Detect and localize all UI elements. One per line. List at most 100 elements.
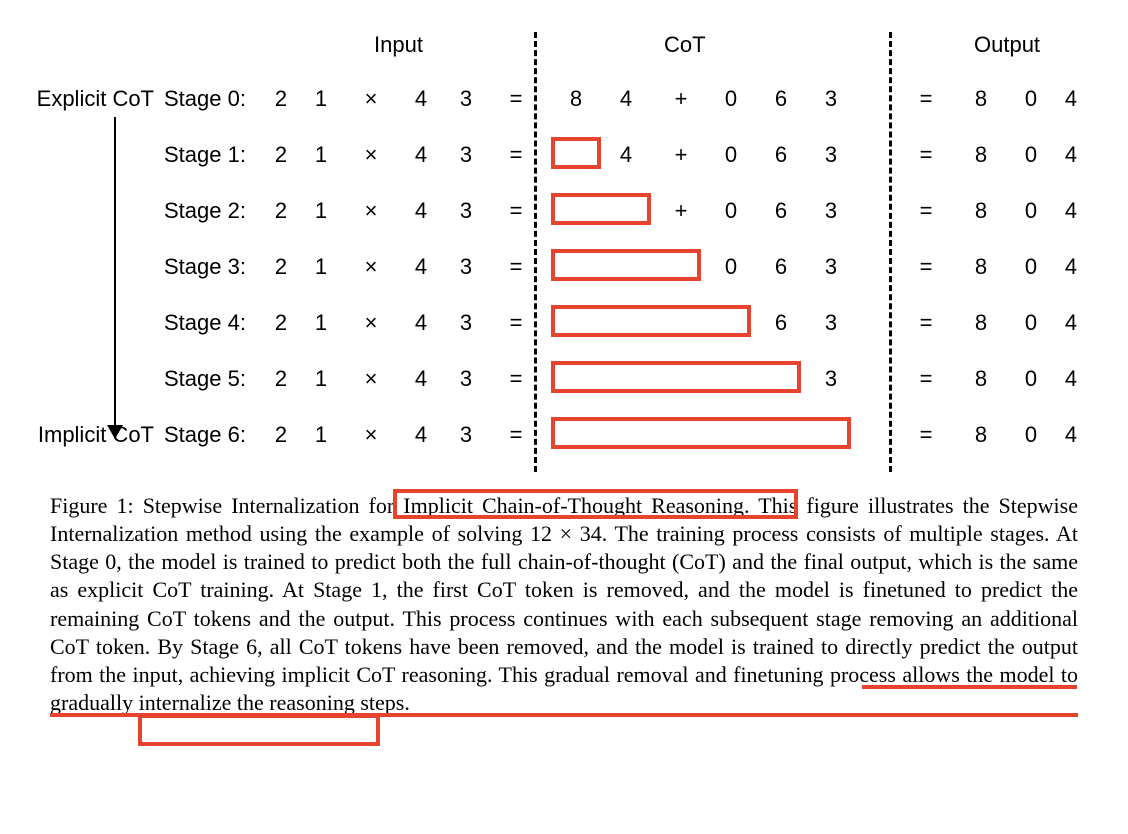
output-token: = xyxy=(909,422,943,448)
output-token: 8 xyxy=(964,254,998,280)
input-token: 2 xyxy=(264,310,298,336)
input-token: 1 xyxy=(304,366,338,392)
input-token: 3 xyxy=(449,142,483,168)
input-token: 2 xyxy=(264,198,298,224)
input-token: × xyxy=(354,254,388,280)
input-token: × xyxy=(354,366,388,392)
removed-tokens-box xyxy=(551,361,801,393)
cot-token: 0 xyxy=(714,142,748,168)
highlight-box xyxy=(138,714,380,746)
output-token: = xyxy=(909,366,943,392)
cot-token: 4 xyxy=(609,142,643,168)
input-token: 2 xyxy=(264,254,298,280)
cot-token: 3 xyxy=(814,198,848,224)
output-token: 8 xyxy=(964,142,998,168)
output-token: 4 xyxy=(1054,198,1088,224)
input-token: × xyxy=(354,142,388,168)
stage-label: Stage 1: xyxy=(164,142,246,168)
cot-token: 3 xyxy=(814,366,848,392)
input-token: 4 xyxy=(404,198,438,224)
input-token: = xyxy=(499,86,533,112)
cot-token: + xyxy=(664,198,698,224)
removed-tokens-box xyxy=(551,193,651,225)
stage-row: Implicit CoTStage 6:21×43==804 xyxy=(54,422,1074,474)
stage-row: Stage 4:21×43=63=804 xyxy=(54,310,1074,362)
output-token: 4 xyxy=(1054,366,1088,392)
stage-row: Stage 1:21×43=4+063=804 xyxy=(54,142,1074,194)
stepwise-internalization-diagram: Input CoT Output Explicit CoTStage 0:21×… xyxy=(54,32,1074,472)
stage-row: Explicit CoTStage 0:21×43=84+063=804 xyxy=(54,86,1074,138)
removed-tokens-box xyxy=(551,305,751,337)
stage-label: Stage 6: xyxy=(164,422,246,448)
output-token: 4 xyxy=(1054,86,1088,112)
figure-caption: Figure 1: Stepwise Internalization for I… xyxy=(50,492,1078,717)
stage-row: Stage 2:21×43=+063=804 xyxy=(54,198,1074,250)
input-token: 1 xyxy=(304,198,338,224)
highlight-underline xyxy=(520,713,1078,717)
output-token: 4 xyxy=(1054,254,1088,280)
input-token: 4 xyxy=(404,310,438,336)
cot-token: 6 xyxy=(764,142,798,168)
side-label-explicit: Explicit CoT xyxy=(24,86,154,112)
output-token: 4 xyxy=(1054,142,1088,168)
cot-token: 4 xyxy=(609,86,643,112)
cot-token: 3 xyxy=(814,142,848,168)
output-token: 0 xyxy=(1014,422,1048,448)
output-token: 0 xyxy=(1014,254,1048,280)
stage-label: Stage 4: xyxy=(164,310,246,336)
input-token: 2 xyxy=(264,422,298,448)
input-token: 2 xyxy=(264,86,298,112)
output-token: = xyxy=(909,310,943,336)
output-token: = xyxy=(909,86,943,112)
output-token: 0 xyxy=(1014,142,1048,168)
cot-token: 6 xyxy=(764,310,798,336)
output-token: 8 xyxy=(964,310,998,336)
input-token: × xyxy=(354,198,388,224)
input-token: 3 xyxy=(449,422,483,448)
output-token: = xyxy=(909,142,943,168)
input-token: 1 xyxy=(304,86,338,112)
input-token: 1 xyxy=(304,254,338,280)
cot-token: 0 xyxy=(714,86,748,112)
input-token: 4 xyxy=(404,142,438,168)
input-token: 1 xyxy=(304,422,338,448)
cot-token: 6 xyxy=(764,86,798,112)
cot-token: + xyxy=(664,86,698,112)
cot-token: 3 xyxy=(814,254,848,280)
output-token: 4 xyxy=(1054,422,1088,448)
input-token: 4 xyxy=(404,86,438,112)
input-token: 3 xyxy=(449,366,483,392)
cot-token: 6 xyxy=(764,254,798,280)
input-token: 2 xyxy=(264,366,298,392)
output-token: 0 xyxy=(1014,198,1048,224)
cot-token: 8 xyxy=(559,86,593,112)
column-header-output: Output xyxy=(974,32,1040,58)
removed-tokens-box xyxy=(551,137,601,169)
cot-token: 6 xyxy=(764,198,798,224)
output-token: 8 xyxy=(964,366,998,392)
side-label-implicit: Implicit CoT xyxy=(24,422,154,448)
output-token: 0 xyxy=(1014,366,1048,392)
cot-token: + xyxy=(664,142,698,168)
output-token: 8 xyxy=(964,422,998,448)
output-token: 0 xyxy=(1014,310,1048,336)
input-token: 3 xyxy=(449,254,483,280)
input-token: = xyxy=(499,310,533,336)
column-header-cot: CoT xyxy=(664,32,706,58)
stage-label: Stage 2: xyxy=(164,198,246,224)
cot-token: 0 xyxy=(714,254,748,280)
input-token: 2 xyxy=(264,142,298,168)
removed-tokens-box xyxy=(551,417,851,449)
caption-text: Figure 1: Stepwise Internalization for I… xyxy=(50,493,1078,715)
column-header-input: Input xyxy=(374,32,423,58)
output-token: 8 xyxy=(964,86,998,112)
output-token: 0 xyxy=(1014,86,1048,112)
input-token: = xyxy=(499,142,533,168)
input-token: 4 xyxy=(404,422,438,448)
input-token: = xyxy=(499,366,533,392)
removed-tokens-box xyxy=(551,249,701,281)
input-token: 3 xyxy=(449,86,483,112)
output-token: 8 xyxy=(964,198,998,224)
input-token: 4 xyxy=(404,366,438,392)
cot-token: 0 xyxy=(714,198,748,224)
